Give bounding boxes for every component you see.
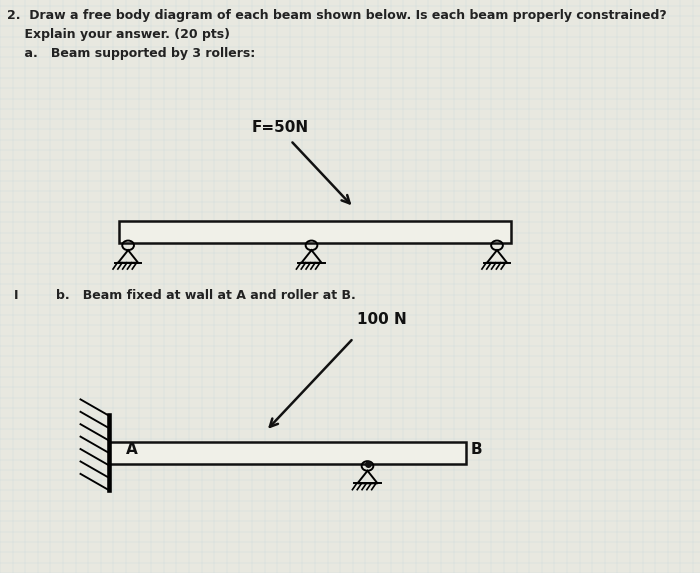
Text: A: A [126, 442, 138, 457]
Text: F=50N: F=50N [252, 120, 309, 135]
Text: I: I [14, 289, 18, 303]
Text: a.   Beam supported by 3 rollers:: a. Beam supported by 3 rollers: [7, 47, 256, 60]
Bar [119, 221, 511, 243]
Text: Explain your answer. (20 pts): Explain your answer. (20 pts) [7, 28, 230, 41]
Text: 100 N: 100 N [357, 312, 407, 327]
Text: 2.  Draw a free body diagram of each beam shown below. Is each beam properly con: 2. Draw a free body diagram of each beam… [7, 9, 666, 22]
Text: B: B [471, 442, 483, 457]
Text: b.   Beam fixed at wall at A and roller at B.: b. Beam fixed at wall at A and roller at… [56, 289, 356, 303]
Bar [108, 442, 466, 464]
